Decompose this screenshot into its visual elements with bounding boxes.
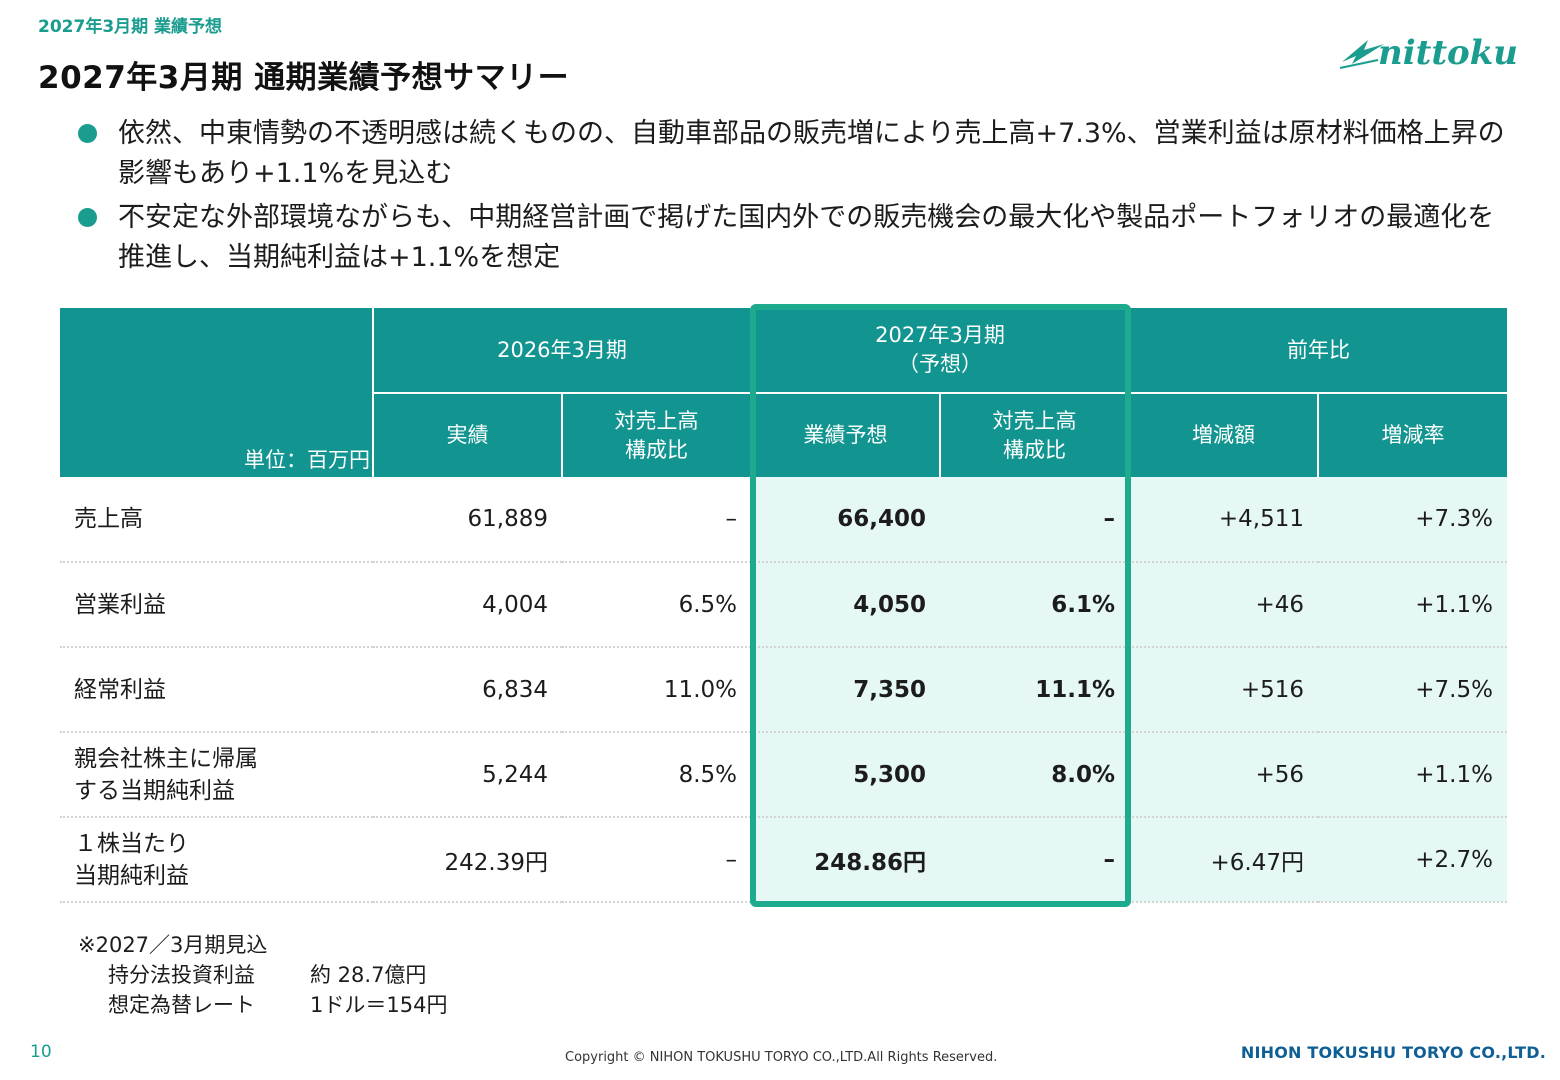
bullet-text: 依然、中東情勢の不透明感は続くものの、自動車部品の販売増により売上高+7.3%、… [118, 118, 1505, 189]
cell-forecast: 248.86円 [751, 817, 940, 903]
page-number: 10 [30, 1042, 52, 1062]
subheader-ratio-line1: 対売上高 [614, 408, 699, 433]
note-item: 持分法投資利益 約 28.7億円 [78, 960, 447, 990]
row-label: １株当たり当期純利益 [60, 817, 373, 903]
cell-forecast: 5,300 [751, 732, 940, 818]
cell-forecast-ratio: 11.1% [940, 647, 1129, 733]
table-row: 売上高 61,889 – 66,400 – +4,511 +7.3% [60, 477, 1507, 563]
row-label-line1: １株当たり [74, 830, 189, 857]
bullet-list: 依然、中東情勢の不透明感は続くものの、自動車部品の販売増により売上高+7.3%、… [68, 114, 1518, 282]
cell-change-rate: +2.7% [1318, 817, 1507, 903]
cell-actual: 5,244 [373, 732, 562, 818]
note-value: 約 28.7億円 [310, 963, 427, 987]
table-row: 親会社株主に帰属 する当期純利益 5,244 8.5% 5,300 8.0% +5… [60, 732, 1507, 818]
subheader-change-amount: 増減額 [1129, 393, 1319, 477]
cell-actual: 242.39円 [373, 817, 562, 903]
notes-heading: ※2027／3月期見込 [78, 933, 268, 957]
bullet-item: 不安定な外部環境ながらも、中期経営計画で掲げた国内外での販売機会の最大化や製品ポ… [68, 198, 1518, 278]
cell-actual: 4,004 [373, 562, 562, 648]
copyright: Copyright © NIHON TOKUSHU TORYO CO.,LTD.… [565, 1050, 998, 1065]
note-label: 持分法投資利益 [108, 963, 255, 987]
note-label: 想定為替レート [108, 993, 255, 1017]
cell-forecast: 4,050 [751, 562, 940, 648]
bullet-text: 不安定な外部環境ながらも、中期経営計画で掲げた国内外での販売機会の最大化や製品ポ… [118, 202, 1495, 273]
cell-forecast: 7,350 [751, 647, 940, 733]
row-label-line1: 売上高 [74, 506, 143, 532]
row-label-line1: 親会社株主に帰属 [74, 745, 258, 772]
table-row: 営業利益 4,004 6.5% 4,050 6.1% +46 +1.1% [60, 562, 1507, 648]
header-fy2026: 2026年3月期 [373, 308, 752, 394]
unit-label: 単位：百万円 [60, 308, 374, 477]
bullet-dot-icon [78, 208, 97, 227]
notes: ※2027／3月期見込 持分法投資利益 約 28.7億円 想定為替レート 1ドル… [78, 930, 447, 1020]
table-row: 経常利益 6,834 11.0% 7,350 11.1% +516 +7.5% [60, 647, 1507, 733]
subheader-actual: 実績 [373, 393, 563, 477]
cell-forecast: 66,400 [751, 477, 940, 563]
cell-actual-ratio: – [562, 817, 751, 903]
table-row: １株当たり当期純利益 242.39円 – 248.86円 – +6.47円 +2… [60, 817, 1507, 903]
cell-change-rate: +7.3% [1318, 477, 1507, 563]
logo-text: nittoku [1378, 33, 1518, 73]
cell-change-rate: +7.5% [1318, 647, 1507, 733]
cell-change-amount: +4,511 [1129, 477, 1318, 563]
cell-forecast-ratio: 6.1% [940, 562, 1129, 648]
cell-actual: 61,889 [373, 477, 562, 563]
company-name: NIHON TOKUSHU TORYO CO.,LTD. [1240, 1043, 1546, 1062]
subheader-ratio-line2: 構成比 [1003, 437, 1066, 462]
cell-forecast-ratio: – [940, 817, 1129, 903]
subheader-forecast-ratio: 対売上高 構成比 [940, 393, 1130, 477]
subheader-forecast: 業績予想 [751, 393, 941, 477]
header-fy2027-line1: 2027年3月期 [875, 323, 1005, 347]
cell-actual: 6,834 [373, 647, 562, 733]
cell-actual-ratio: 8.5% [562, 732, 751, 818]
cell-change-amount: +6.47円 [1129, 817, 1318, 903]
subheader-ratio-line1: 対売上高 [992, 408, 1077, 433]
cell-forecast-ratio: – [940, 477, 1129, 563]
cell-actual-ratio: – [562, 477, 751, 563]
bullet-item: 依然、中東情勢の不透明感は続くものの、自動車部品の販売増により売上高+7.3%、… [68, 114, 1518, 194]
cell-change-rate: +1.1% [1318, 732, 1507, 818]
subheader-ratio-line2: 構成比 [625, 437, 688, 462]
row-label-line1: 経常利益 [74, 676, 166, 703]
row-label-line1: 営業利益 [74, 591, 166, 618]
cell-change-amount: +56 [1129, 732, 1318, 818]
header-yoy: 前年比 [1129, 308, 1507, 394]
forecast-summary-table: 単位：百万円 2026年3月期 2027年3月期 （予想） 前年比 実績 対売上… [60, 308, 1507, 903]
note-value: 1ドル＝154円 [310, 993, 448, 1017]
subheader-actual-ratio: 対売上高 構成比 [562, 393, 752, 477]
row-label: 売上高 [60, 477, 373, 563]
header-fy2027-line2: （予想） [898, 352, 982, 376]
cell-change-rate: +1.1% [1318, 562, 1507, 648]
row-label-line2: 当期純利益 [74, 862, 189, 889]
page-title: 2027年3月期 通期業績予想サマリー [38, 60, 570, 96]
row-label: 営業利益 [60, 562, 373, 648]
cell-forecast-ratio: 8.0% [940, 732, 1129, 818]
row-label: 経常利益 [60, 647, 373, 733]
cell-change-amount: +516 [1129, 647, 1318, 733]
subheader-change-rate: 増減率 [1318, 393, 1507, 477]
note-item: 想定為替レート 1ドル＝154円 [78, 990, 447, 1020]
cell-actual-ratio: 11.0% [562, 647, 751, 733]
header-fy2027: 2027年3月期 （予想） [751, 308, 1130, 394]
cell-change-amount: +46 [1129, 562, 1318, 648]
bullet-dot-icon [78, 124, 97, 143]
breadcrumb: 2027年3月期 業績予想 [38, 17, 223, 37]
row-label-line2: する当期純利益 [74, 777, 235, 804]
nittoku-logo: nittoku [1339, 33, 1518, 73]
row-label: 親会社株主に帰属 する当期純利益 [60, 732, 373, 818]
cell-actual-ratio: 6.5% [562, 562, 751, 648]
